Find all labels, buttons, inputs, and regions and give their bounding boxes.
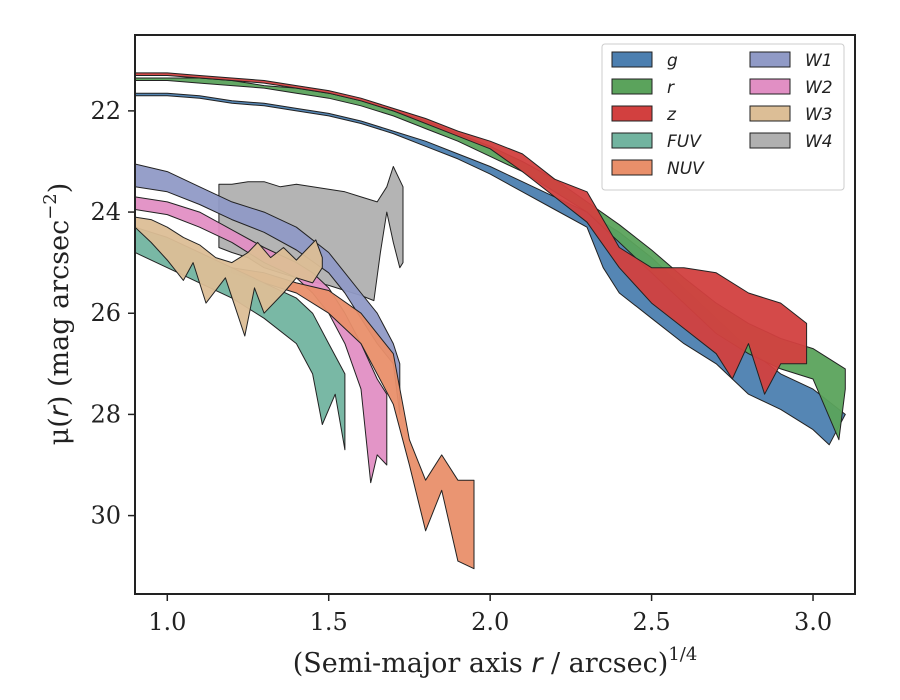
x-tick-label: 2.5 — [633, 608, 671, 636]
legend-label-g: g — [667, 51, 678, 71]
legend-label-z: z — [666, 105, 677, 125]
y-tick-label: 24 — [90, 198, 121, 226]
legend-swatch-z — [611, 105, 653, 122]
plot-frame — [134, 34, 856, 595]
legend-label-w4: W4 — [805, 132, 833, 152]
legend-label-w3: W3 — [805, 105, 833, 125]
x-axis-label: (Semi-major axis r / arcsec)1/4 — [293, 644, 698, 679]
y-tick-label: 30 — [90, 502, 121, 530]
legend-label-w2: W2 — [805, 78, 833, 98]
profile-bands — [135, 72, 846, 570]
legend-label-w1: W1 — [805, 51, 833, 71]
band-nuv — [231, 267, 475, 570]
band-w3 — [135, 216, 323, 337]
x-tick-label: 3.0 — [794, 608, 832, 636]
legend: grz FUV NUV W1 W2 W3 W4 — [601, 43, 845, 191]
legend-swatch-r — [611, 78, 653, 95]
legend-swatch-fuv — [611, 132, 653, 149]
legend-swatch-nuv — [611, 159, 653, 176]
band-g — [135, 92, 846, 446]
x-axis-ticks: 1.0 1.5 2.0 2.5 3.0 — [148, 594, 832, 636]
y-axis-ticks: 22 24 26 28 30 — [90, 97, 135, 530]
legend-label-r: r — [667, 78, 675, 98]
legend-label-fuv: FUV — [667, 132, 702, 152]
legend-swatch-g — [611, 51, 653, 68]
x-tick-label: 1.0 — [148, 608, 186, 636]
band-z — [135, 72, 808, 395]
y-tick-label: 22 — [90, 97, 121, 125]
y-tick-label: 28 — [90, 400, 121, 428]
y-axis-label: μ(r) (mag arcsec−2) — [40, 183, 75, 446]
legend-swatch-w1 — [749, 51, 791, 68]
legend-swatch-w3 — [749, 105, 791, 122]
y-tick-label: 26 — [90, 299, 121, 327]
legend-label-nuv: NUV — [667, 159, 705, 179]
x-tick-label: 2.0 — [471, 608, 509, 636]
x-tick-label: 1.5 — [310, 608, 348, 636]
legend-swatch-w4 — [749, 132, 791, 149]
legend-swatch-w2 — [749, 78, 791, 95]
